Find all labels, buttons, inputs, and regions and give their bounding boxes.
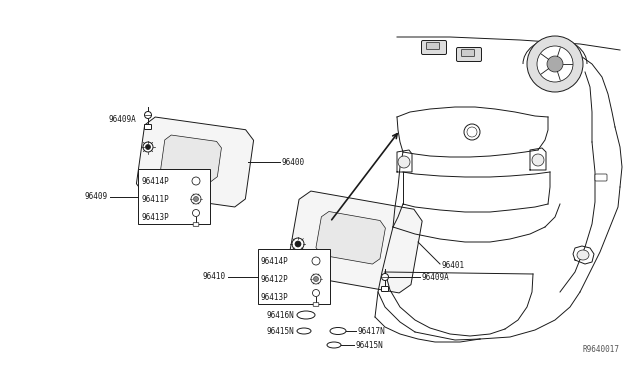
FancyBboxPatch shape bbox=[595, 174, 607, 181]
Text: 96401: 96401 bbox=[442, 260, 465, 269]
Circle shape bbox=[314, 276, 319, 282]
FancyBboxPatch shape bbox=[381, 286, 388, 292]
Circle shape bbox=[193, 196, 198, 202]
Circle shape bbox=[537, 46, 573, 82]
FancyBboxPatch shape bbox=[426, 42, 440, 49]
Bar bbox=[258, 249, 330, 304]
Text: 96410: 96410 bbox=[203, 272, 226, 281]
FancyBboxPatch shape bbox=[313, 303, 319, 306]
Text: 96409: 96409 bbox=[85, 192, 108, 201]
FancyBboxPatch shape bbox=[145, 125, 152, 129]
Circle shape bbox=[398, 156, 410, 168]
Text: 96409A: 96409A bbox=[422, 273, 450, 282]
Text: 96400: 96400 bbox=[282, 157, 305, 167]
Circle shape bbox=[295, 241, 301, 247]
Circle shape bbox=[192, 177, 200, 185]
Text: 96414P: 96414P bbox=[141, 176, 169, 186]
Circle shape bbox=[292, 238, 304, 250]
Circle shape bbox=[381, 273, 388, 280]
Ellipse shape bbox=[297, 328, 311, 334]
Circle shape bbox=[527, 36, 583, 92]
Circle shape bbox=[145, 144, 150, 150]
Circle shape bbox=[311, 274, 321, 284]
Text: 96414P: 96414P bbox=[261, 257, 289, 266]
Text: 96417N: 96417N bbox=[358, 327, 386, 336]
Text: 96413P: 96413P bbox=[261, 292, 289, 301]
Text: 96413P: 96413P bbox=[141, 212, 169, 221]
Circle shape bbox=[467, 127, 477, 137]
Text: 96415N: 96415N bbox=[266, 327, 294, 336]
Polygon shape bbox=[288, 191, 422, 293]
Text: 96412P: 96412P bbox=[261, 275, 289, 283]
Circle shape bbox=[532, 154, 544, 166]
Circle shape bbox=[312, 257, 320, 265]
Circle shape bbox=[464, 124, 480, 140]
Polygon shape bbox=[316, 212, 385, 264]
Circle shape bbox=[547, 56, 563, 72]
Circle shape bbox=[143, 142, 153, 152]
Text: 96411P: 96411P bbox=[141, 195, 169, 203]
Text: 96416N: 96416N bbox=[266, 311, 294, 320]
FancyBboxPatch shape bbox=[456, 48, 481, 61]
Circle shape bbox=[312, 289, 319, 296]
Circle shape bbox=[193, 209, 200, 217]
Text: R9640017: R9640017 bbox=[583, 345, 620, 354]
Circle shape bbox=[191, 194, 201, 204]
Bar bbox=[138, 169, 210, 224]
FancyBboxPatch shape bbox=[461, 49, 474, 57]
Text: 96415N: 96415N bbox=[356, 340, 384, 350]
Ellipse shape bbox=[330, 327, 346, 334]
Polygon shape bbox=[161, 135, 221, 182]
Circle shape bbox=[145, 112, 152, 119]
Ellipse shape bbox=[327, 342, 341, 348]
Polygon shape bbox=[136, 117, 253, 207]
Ellipse shape bbox=[577, 250, 589, 260]
FancyBboxPatch shape bbox=[422, 41, 447, 55]
FancyBboxPatch shape bbox=[193, 223, 199, 226]
Text: 96409A: 96409A bbox=[108, 115, 136, 124]
Ellipse shape bbox=[297, 311, 315, 319]
